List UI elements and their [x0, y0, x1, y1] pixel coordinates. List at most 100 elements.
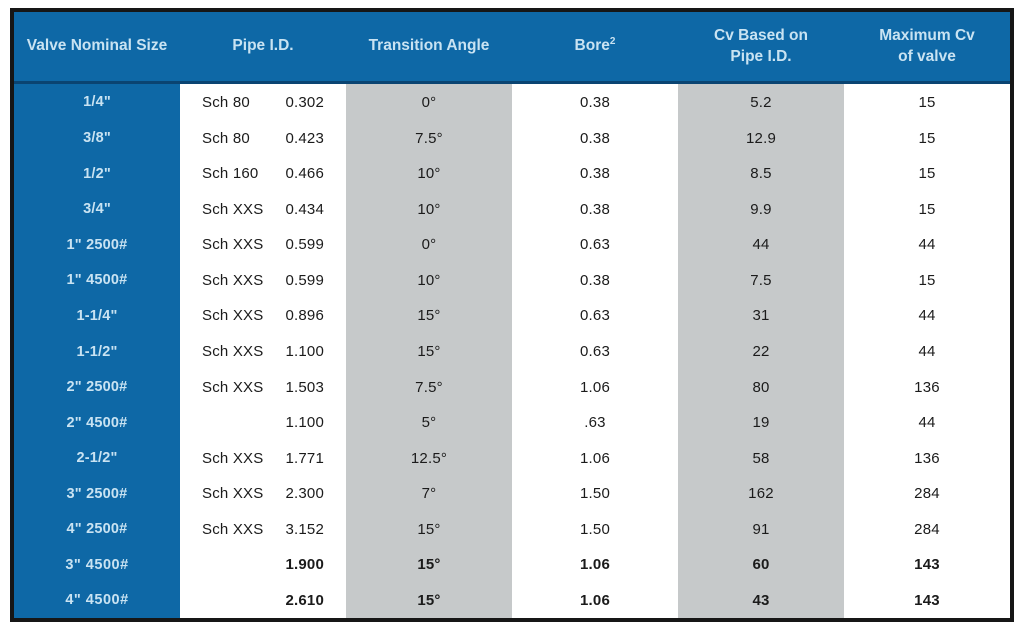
- cell-max-cv: 143: [914, 556, 940, 574]
- cell-bore: 0.38: [580, 129, 610, 147]
- cell-bore: 1.06: [580, 378, 610, 396]
- cell-bore: 0.38: [580, 271, 610, 289]
- valve-spec-table: Valve Nominal Size Pipe I.D. Transition …: [14, 12, 1010, 618]
- header-maximum-cv: Maximum Cv of valve: [844, 12, 1010, 84]
- header-bore: Bore2: [512, 12, 678, 84]
- cell-transition-angle: 15°: [346, 546, 512, 583]
- header-cv-based-line1: Cv Based on: [714, 26, 808, 44]
- pipe-schedule: Sch 80: [202, 129, 250, 147]
- pipe-id-value: 0.896: [285, 307, 324, 325]
- cell-transition-angle: 10°: [346, 262, 512, 299]
- cell-bore: 1.06: [580, 556, 610, 574]
- header-cv-based-line2: Pipe I.D.: [730, 48, 792, 66]
- cell-pipe-id: Sch XXS 1.503: [180, 369, 346, 405]
- cell-pipe-id: Sch XXS 0.599: [180, 263, 346, 299]
- pipe-schedule: Sch XXS: [202, 271, 264, 289]
- cell-valve-size: 4" 4500#: [14, 582, 180, 618]
- cell-max-cv: 44: [918, 343, 936, 360]
- cell-max-cv: 136: [914, 378, 940, 396]
- cell-bore: 0.38: [580, 93, 610, 111]
- cell-cv-pipe: 91: [678, 511, 844, 547]
- cell-transition-angle: 15°: [346, 333, 512, 370]
- cell-bore: 1.06: [580, 449, 610, 467]
- cell-valve-size: 3" 4500#: [14, 546, 180, 583]
- pipe-id-value: 0.423: [285, 129, 324, 147]
- cell-pipe-id: 1.900: [180, 547, 346, 583]
- cell-valve-size: 1-1/2": [14, 333, 180, 370]
- cell-pipe-id: Sch XXS 1.100: [180, 334, 346, 370]
- pipe-id-value: 2.300: [285, 485, 324, 503]
- cell-max-cv: 15: [918, 165, 936, 183]
- cell-cv-pipe: 80: [678, 369, 844, 405]
- table-row: 1/4" Sch 80 0.302 0° 0.38 5.2 15: [14, 82, 1010, 121]
- cell-pipe-id: Sch XXS 3.152: [180, 511, 346, 547]
- cell-max-cv: 15: [918, 200, 936, 218]
- pipe-schedule: Sch 80: [202, 93, 250, 111]
- cell-valve-size: 1" 4500#: [14, 262, 180, 299]
- table-row: 1" 2500# Sch XXS 0.599 0° 0.63 44 44: [14, 227, 1010, 263]
- cell-transition-angle: 15°: [346, 582, 512, 618]
- cell-cv-pipe: 9.9: [678, 191, 844, 228]
- cell-transition-angle: 0°: [346, 227, 512, 263]
- cell-bore: 0.38: [580, 165, 610, 183]
- table-row: 1-1/2" Sch XXS 1.100 15° 0.63 22 44: [14, 333, 1010, 370]
- table-header: Valve Nominal Size Pipe I.D. Transition …: [14, 12, 1010, 84]
- cell-transition-angle: 7°: [346, 475, 512, 512]
- header-max-cv-line2: of valve: [898, 48, 956, 66]
- cell-bore: 0.63: [580, 343, 610, 360]
- cell-bore: 1.50: [580, 485, 610, 503]
- cell-valve-size: 1/4": [14, 82, 180, 121]
- cell-transition-angle: 15°: [346, 511, 512, 547]
- pipe-schedule: Sch XXS: [202, 520, 264, 538]
- cell-pipe-id: Sch XXS 1.771: [180, 440, 346, 476]
- pipe-id-value: 0.599: [285, 236, 324, 254]
- pipe-schedule: Sch XXS: [202, 449, 264, 467]
- cell-valve-size: 2-1/2": [14, 440, 180, 476]
- cell-max-cv: 44: [918, 236, 936, 254]
- pipe-id-value: 1.900: [285, 556, 324, 574]
- cell-cv-pipe: 22: [678, 333, 844, 370]
- valve-spec-table-frame: Valve Nominal Size Pipe I.D. Transition …: [10, 8, 1014, 622]
- cell-bore: 0.63: [580, 307, 610, 325]
- header-row: Valve Nominal Size Pipe I.D. Transition …: [14, 12, 1010, 84]
- cell-cv-pipe: 162: [678, 475, 844, 512]
- cell-bore: 1.06: [580, 591, 610, 609]
- cell-transition-angle: 5°: [346, 404, 512, 441]
- header-valve-nominal-size: Valve Nominal Size: [14, 12, 180, 84]
- pipe-schedule: Sch XXS: [202, 343, 264, 360]
- cell-bore: 1.50: [580, 520, 610, 538]
- cell-valve-size: 1-1/4": [14, 298, 180, 334]
- cell-cv-pipe: 8.5: [678, 156, 844, 192]
- cell-valve-size: 1/2": [14, 156, 180, 192]
- cell-pipe-id: Sch 160 0.466: [180, 156, 346, 192]
- cell-cv-pipe: 19: [678, 404, 844, 441]
- table-row: 4" 4500# 2.610 15° 1.06 43 143: [14, 582, 1010, 618]
- cell-bore: 0.38: [580, 200, 610, 218]
- cell-cv-pipe: 58: [678, 440, 844, 476]
- pipe-schedule: Sch XXS: [202, 200, 264, 218]
- cell-max-cv: 44: [918, 414, 936, 432]
- pipe-id-value: 0.302: [285, 93, 324, 111]
- pipe-schedule: Sch XXS: [202, 307, 264, 325]
- pipe-id-value: 1.503: [285, 378, 324, 396]
- cell-cv-pipe: 5.2: [678, 82, 844, 121]
- cell-max-cv: 284: [914, 485, 940, 503]
- table-row: 2-1/2" Sch XXS 1.771 12.5° 1.06 58 136: [14, 440, 1010, 476]
- cell-pipe-id: Sch XXS 0.434: [180, 192, 346, 228]
- table-row: 3" 4500# 1.900 15° 1.06 60 143: [14, 546, 1010, 583]
- header-cv-based-on-pipe-id: Cv Based on Pipe I.D.: [678, 12, 844, 84]
- cell-pipe-id: Sch XXS 0.599: [180, 227, 346, 263]
- pipe-schedule: Sch 160: [202, 165, 259, 183]
- cell-pipe-id: 2.610: [180, 582, 346, 618]
- cell-transition-angle: 7.5°: [346, 369, 512, 405]
- cell-transition-angle: 10°: [346, 191, 512, 228]
- table-row: 3/8" Sch 80 0.423 7.5° 0.38 12.9 15: [14, 120, 1010, 157]
- cell-transition-angle: 12.5°: [346, 440, 512, 476]
- cell-bore: .63: [584, 414, 606, 432]
- cell-transition-angle: 15°: [346, 298, 512, 334]
- cell-max-cv: 136: [914, 449, 940, 467]
- cell-pipe-id: Sch 80 0.302: [180, 82, 346, 121]
- table-row: 4" 2500# Sch XXS 3.152 15° 1.50 91 284: [14, 511, 1010, 547]
- table-body: 1/4" Sch 80 0.302 0° 0.38 5.2 15 3/8" Sch 80 0.4…: [14, 82, 1010, 618]
- cell-valve-size: 2" 2500#: [14, 369, 180, 405]
